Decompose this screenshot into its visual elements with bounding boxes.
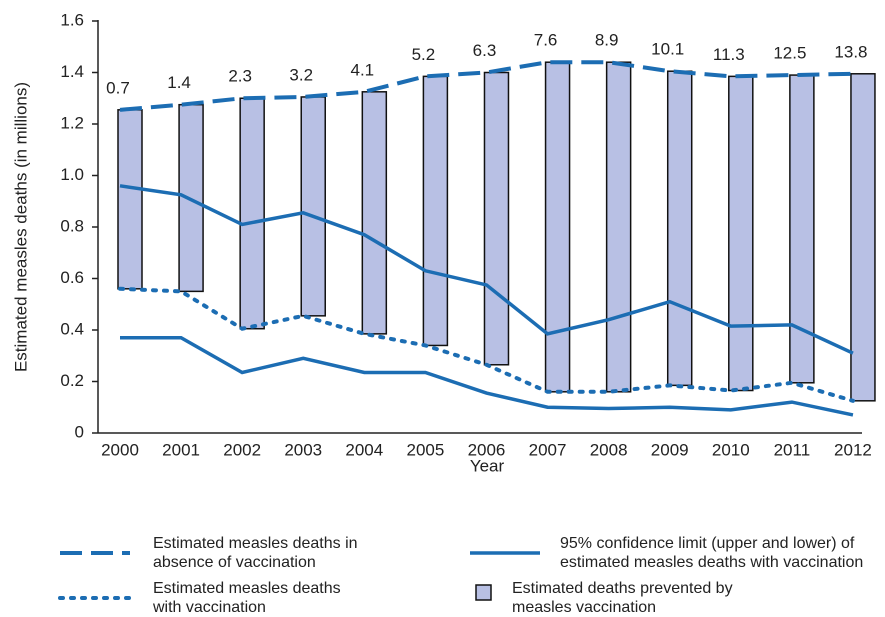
x-tick-label: 2000 xyxy=(101,440,139,459)
bar-label: 8.9 xyxy=(595,31,619,50)
x-tick-label: 2007 xyxy=(529,440,567,459)
bar-label: 5.2 xyxy=(412,45,436,64)
bar xyxy=(239,97,265,330)
bar xyxy=(605,61,632,393)
bar-label: 7.6 xyxy=(534,31,558,50)
bar-label: 3.2 xyxy=(289,65,313,84)
bar xyxy=(117,109,143,290)
y-tick-label: 1.4 xyxy=(60,62,84,81)
y-axis-label: Estimated measles deaths (in millions) xyxy=(11,82,30,372)
bar-label: 0.7 xyxy=(106,78,130,97)
y-tick-label: 1.0 xyxy=(60,165,84,184)
bar xyxy=(850,73,876,402)
bar xyxy=(422,75,449,347)
y-tick-label: 1.6 xyxy=(60,10,84,29)
y-tick-label: 1.2 xyxy=(60,113,84,132)
bar xyxy=(789,74,815,384)
bar-label: 4.1 xyxy=(350,60,374,79)
confidence-line xyxy=(120,335,854,417)
y-tick-label: 0.4 xyxy=(60,319,84,338)
series-line xyxy=(118,286,855,403)
y-tick-label: 0.8 xyxy=(60,216,84,235)
legend-label: Estimated measles deaths with vaccinatio… xyxy=(153,580,341,616)
bar-label: 13.8 xyxy=(834,42,867,61)
x-tick-label: 2001 xyxy=(162,440,200,459)
bar-label: 11.3 xyxy=(713,45,745,64)
x-tick-label: 2008 xyxy=(590,440,628,459)
bar-label: 10.1 xyxy=(651,40,684,59)
y-tick-label: 0.2 xyxy=(60,371,84,390)
x-tick-label: 2010 xyxy=(712,440,750,459)
x-tick-label: 2003 xyxy=(284,440,322,459)
bar xyxy=(666,70,693,387)
x-tick-label: 2006 xyxy=(468,440,506,459)
bar xyxy=(483,71,510,366)
bar-label: 6.3 xyxy=(473,41,497,60)
legend-swatch xyxy=(475,584,492,601)
bar xyxy=(361,91,388,335)
bar-label: 12.5 xyxy=(773,44,806,63)
bar xyxy=(544,61,571,393)
x-tick-label: 2005 xyxy=(406,440,444,459)
x-tick-label: 2002 xyxy=(223,440,261,459)
bar xyxy=(300,96,326,317)
bar-label: 1.4 xyxy=(167,73,191,92)
y-tick-label: 0 xyxy=(75,422,84,441)
y-tick-label: 0.6 xyxy=(60,268,84,287)
x-tick-label: 2004 xyxy=(345,440,383,459)
x-tick-label: 2011 xyxy=(774,440,811,459)
x-tick-label: 2012 xyxy=(834,440,872,459)
confidence-line xyxy=(119,184,854,355)
bar-label: 2.3 xyxy=(228,67,252,86)
x-tick-label: 2009 xyxy=(651,440,689,459)
legend-label: 95% confidence limit (upper and lower) o… xyxy=(560,535,864,571)
x-axis-label: Year xyxy=(470,456,505,475)
legend-label: Estimated measles deaths in absence of v… xyxy=(153,535,358,571)
legend-label: Estimated deaths prevented by measles va… xyxy=(512,580,733,616)
bar xyxy=(728,75,754,392)
